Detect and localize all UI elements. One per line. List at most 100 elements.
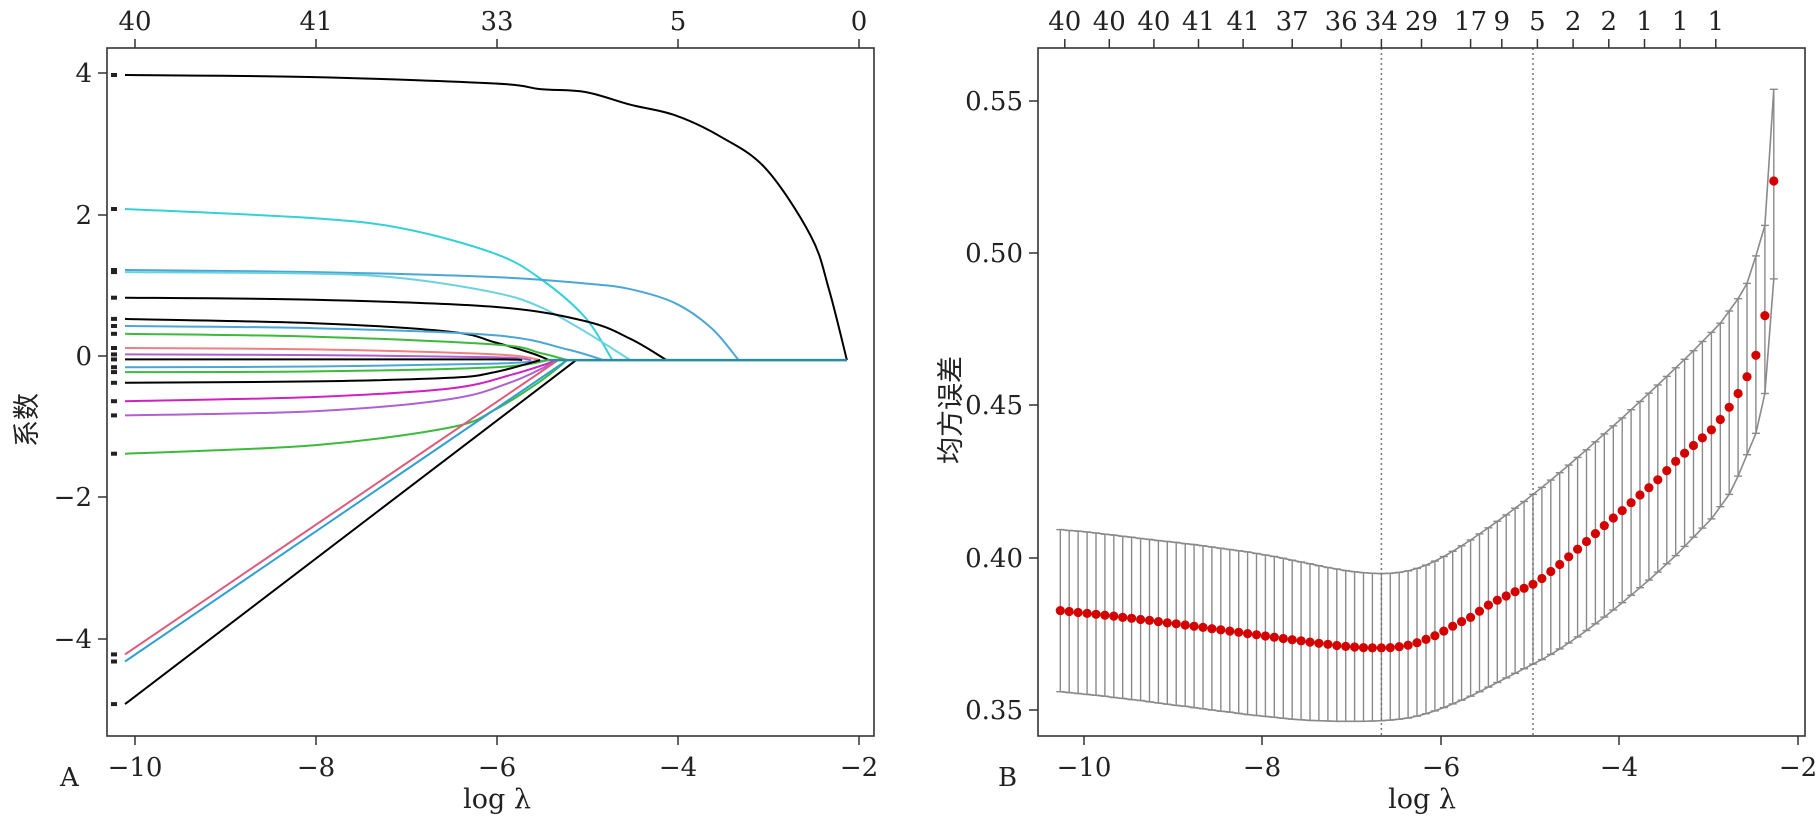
panel-b-top-tick-label: 40 [1048,7,1081,37]
panel-b-top-tick-label: 1 [1636,7,1653,37]
mse-point [1403,640,1413,650]
mse-point [1599,521,1609,531]
variable-tag-marker [111,399,117,404]
mse-point [1064,606,1074,617]
mse-point [1207,624,1217,634]
panel-b-top-tick-label: 9 [1494,7,1511,37]
variable-tag-marker [111,413,117,418]
mse-point [1724,402,1734,412]
mse-point [1492,595,1502,605]
variable-tag-marker [111,331,117,336]
panel-b-top-tick-label: 1 [1672,7,1689,37]
panel-b-x-tick-label: −10 [1057,753,1112,783]
mse-point [1118,612,1128,623]
mse-point [1341,641,1351,652]
mse-point [1082,608,1092,619]
mse-point [1617,506,1627,516]
coefficient-path-line [124,353,532,362]
coefficient-path-line [124,359,559,656]
panel-b-y-tick-label: 0.45 [965,391,1023,421]
mse-point [1234,627,1244,637]
panel-b-x-tick-label: −8 [1243,753,1281,783]
mse-point [1519,583,1529,593]
mse-point [1198,622,1208,633]
mse-point [1055,606,1065,616]
panel-b-y-tick-label: 0.40 [965,544,1023,574]
panel-a-x-tick-label: −10 [108,753,163,783]
mse-point [1269,632,1279,642]
mse-point [1296,636,1306,646]
variable-tag-marker [111,702,117,707]
panel-a-variable-tags [111,73,117,707]
variable-tag-marker [111,659,117,664]
coefficient-path-line [124,296,668,361]
panel-a-y-tick-label: 2 [75,201,92,231]
mse-point [1421,634,1431,645]
mse-point [1581,536,1592,547]
mse-point [1136,614,1146,625]
panel-b-tag: B [998,763,1017,793]
variable-tag-marker [111,270,117,275]
panel-a-x-axis-title: log λ [463,784,531,815]
mse-point [1412,638,1422,648]
mse-point [1358,643,1369,653]
panel-a-top-tick-label: 5 [670,7,687,37]
mse-point [1127,613,1137,623]
mse-point [1260,631,1270,641]
coefficient-path-line [124,359,568,663]
coefficient-path-line [124,359,559,403]
variable-tag-marker [111,365,117,370]
panel-b-x-tick-label: −6 [1422,753,1460,783]
coefficient-path-line [124,208,614,361]
panel-a-top-tick-label: 0 [851,7,868,37]
mse-point [1742,372,1752,382]
mse-point [1537,573,1547,584]
mse-point [1367,643,1377,653]
mse-point [1528,579,1538,589]
panel-b-top-tick-label: 37 [1276,7,1309,37]
mse-point [1653,475,1663,485]
mse-point [1697,433,1707,443]
panel-a-x-tick-label: −4 [659,753,697,783]
panel-a-y-tick-label: −2 [54,483,92,513]
panel-a-x-tick-label: −6 [478,753,516,783]
mse-point [1466,612,1476,623]
mse-point [1332,640,1342,651]
mse-point [1680,448,1690,458]
coefficient-path-line [124,271,631,361]
mse-point [1243,629,1253,639]
mse-point [1644,483,1654,493]
mse-point [1715,414,1725,425]
panel-b-top-tick-label: 41 [1227,7,1260,37]
variable-tag-marker [111,324,117,328]
mse-point [1510,587,1520,597]
variable-tag-marker [111,380,117,385]
mse-point [1760,311,1770,321]
mse-point [1305,637,1315,647]
mse-point [1751,350,1761,360]
mse-point [1474,606,1485,616]
panel-a-y-axis-title: 系数 [12,393,43,447]
mse-point [1688,440,1699,451]
panel-a-x-tick-label: −8 [297,753,335,783]
mse-point [1278,633,1288,644]
coefficient-path-line [124,359,568,455]
panel-a-axes: −10 −8 −6 −4 −2 −4 −2 0 2 4 40 41 33 5 [54,7,878,783]
panel-b-top-tick-label: 40 [1137,7,1170,37]
panel-b-top-tick-label: 1 [1708,7,1725,37]
coefficient-path-line [124,359,577,705]
mse-point [1350,642,1360,652]
panel-a-top-tick-label: 40 [118,7,151,37]
mse-point [1100,610,1110,620]
mse-point [1573,544,1583,554]
mse-point [1314,638,1324,648]
mse-point [1376,643,1386,653]
panel-b-top-tick-label: 2 [1565,7,1582,37]
mse-point [1483,600,1493,610]
panel-b-top-tick-label: 36 [1325,7,1358,37]
mse-point [1671,456,1681,466]
mse-point [1394,642,1404,652]
variable-tag-marker [111,207,117,211]
variable-tag-marker [111,268,117,272]
